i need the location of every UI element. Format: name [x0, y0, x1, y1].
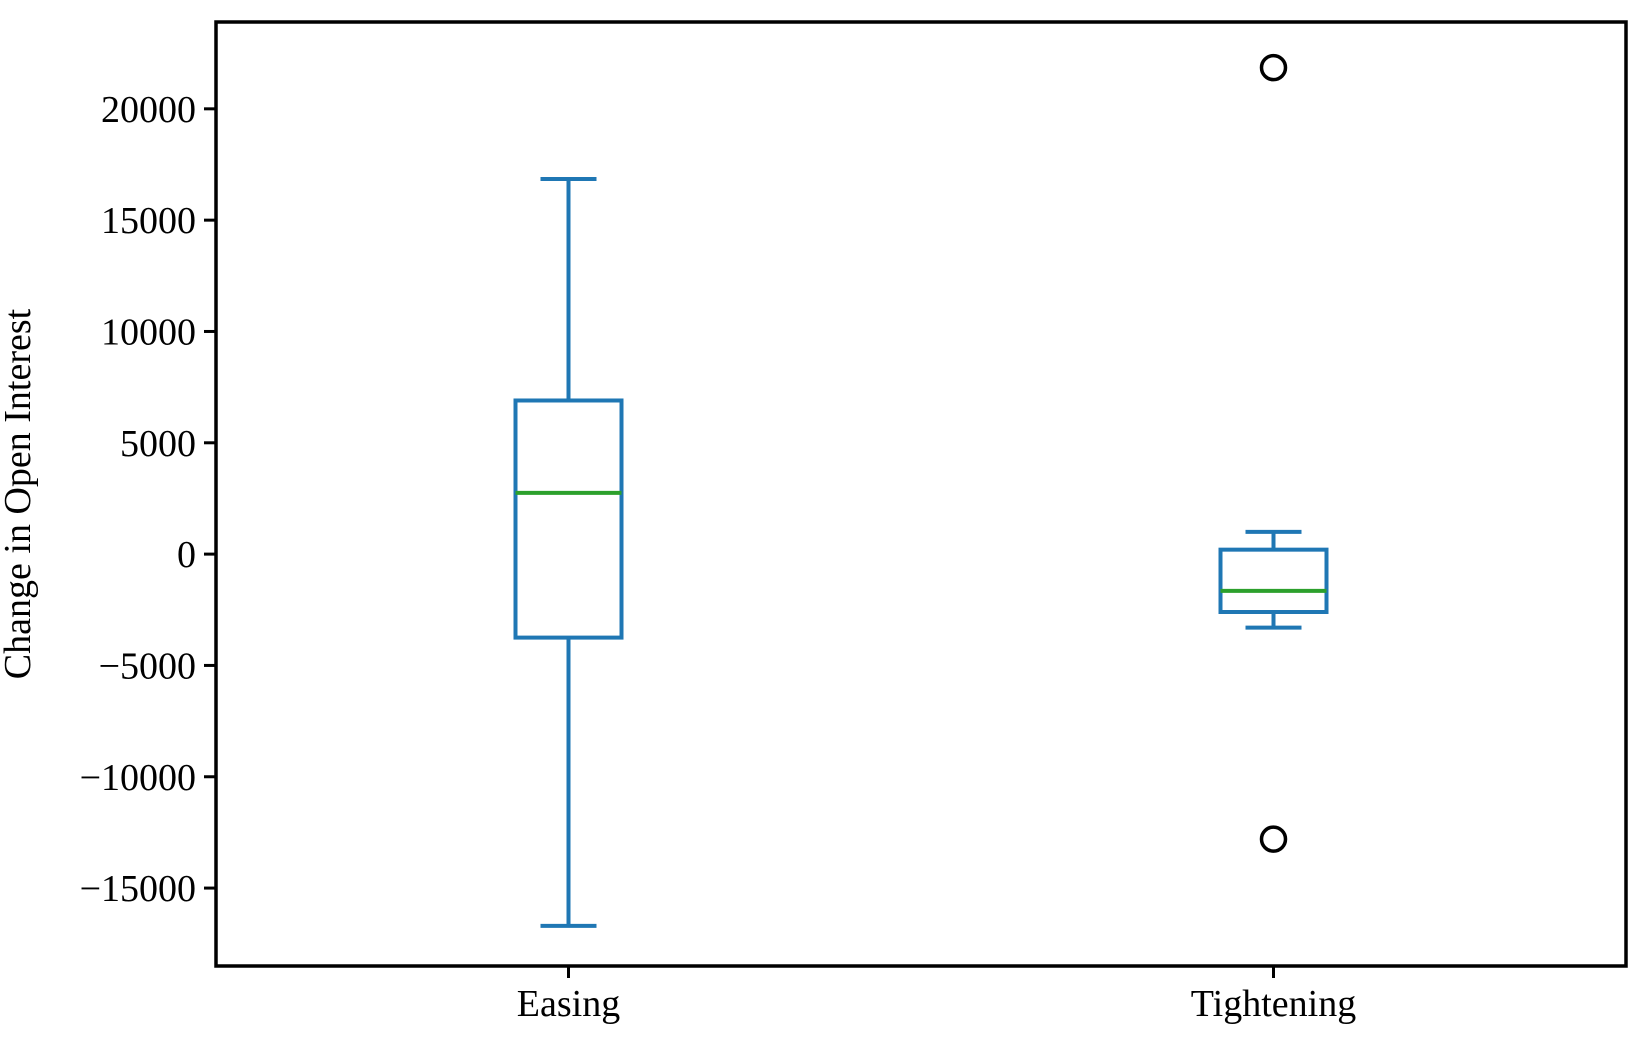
outlier-point [1259, 53, 1288, 82]
plot-area [513, 53, 1329, 928]
y-axis: −15000 −10000 −5000 0 5000 10000 15000 20000 [80, 89, 216, 910]
x-axis: Easing Tightening [517, 966, 1356, 1025]
y-tick-label: 0 [177, 534, 196, 576]
y-tick-label: 5000 [120, 423, 196, 465]
x-tick-label: Easing [517, 983, 620, 1025]
y-tick-label: 15000 [101, 200, 196, 242]
x-tick-label: Tightening [1191, 983, 1356, 1025]
axes-frame [214, 20, 1628, 968]
iqr-box [1218, 547, 1329, 615]
box-group [1218, 53, 1329, 853]
iqr-box [513, 398, 624, 640]
y-tick-label: −15000 [80, 868, 196, 910]
y-axis-title: Change in Open Interest [0, 308, 39, 679]
box-group [513, 176, 624, 928]
y-tick-label: 20000 [101, 89, 196, 131]
y-tick-label: 10000 [101, 311, 196, 353]
y-tick-label: −5000 [99, 645, 196, 687]
y-tick-label: −10000 [80, 757, 196, 799]
outlier-point [1259, 825, 1288, 853]
